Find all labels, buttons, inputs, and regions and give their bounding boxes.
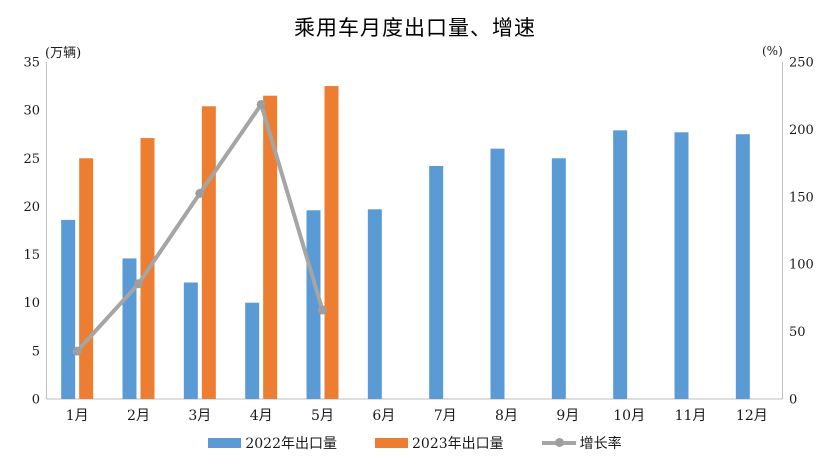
- legend-swatch-2022-icon: [208, 438, 242, 448]
- legend-label-2023: 2023年出口量: [412, 436, 504, 452]
- x-axis-category-label: 11月: [675, 408, 707, 424]
- left-axis-tick-label: 0: [32, 393, 40, 408]
- right-axis-tick-label: 100: [789, 258, 814, 273]
- bar-2022年出口量-4月: [245, 302, 260, 399]
- left-axis-tick-label: 10: [23, 296, 40, 311]
- x-axis-category-label: 1月: [66, 408, 89, 424]
- left-axis-tick-label: 5: [32, 344, 40, 359]
- right-axis-tick-label: 150: [789, 190, 814, 205]
- x-axis-category-label: 12月: [736, 408, 768, 424]
- bar-2022年出口量-3月: [183, 282, 198, 399]
- x-axis-category-label: 8月: [495, 408, 518, 424]
- legend-growth-line-marker: [554, 438, 564, 447]
- left-axis-tick-label: 25: [23, 152, 40, 167]
- right-axis-tick-label: 200: [789, 123, 814, 138]
- legend-swatch-growth-line-icon: [541, 438, 576, 448]
- growth-rate-marker: [72, 346, 82, 356]
- bar-2022年出口量-9月: [551, 158, 566, 399]
- legend: 2022年出口量 2023年出口量 增长率: [0, 433, 830, 453]
- x-axis-category-label: 6月: [372, 408, 395, 424]
- bar-2022年出口量-6月: [367, 209, 382, 399]
- growth-rate-marker: [256, 99, 266, 109]
- x-axis-category-label: 7月: [434, 408, 457, 424]
- bar-2022年出口量-2月: [122, 258, 137, 399]
- x-axis-category-label: 2月: [127, 408, 150, 424]
- x-axis-category-label: 4月: [250, 408, 273, 424]
- chart-title: 乘用车月度出口量、增速: [294, 16, 536, 40]
- x-axis-category-label: 10月: [613, 408, 645, 424]
- bar-2023年出口量-4月: [263, 95, 278, 399]
- left-axis-tick-label: 15: [23, 248, 40, 263]
- x-axis-category-label: 3月: [188, 408, 211, 424]
- right-axis-tick-label: 250: [789, 56, 814, 71]
- legend-item-2023: 2023年出口量: [375, 433, 504, 453]
- right-axis-unit-label: (%): [762, 44, 783, 58]
- bar-2023年出口量-3月: [201, 106, 216, 399]
- growth-rate-line: [75, 102, 325, 353]
- left-axis-tick-label: 20: [23, 200, 40, 215]
- bar-2022年出口量-1月: [61, 219, 76, 399]
- left-axis-unit-label: (万辆): [45, 46, 82, 61]
- legend-label-growth: 增长率: [579, 436, 622, 452]
- bar-2022年出口量-12月: [735, 134, 750, 399]
- growth-rate-marker: [134, 279, 143, 289]
- x-axis-category-label: 5月: [311, 408, 334, 424]
- legend-item-growth: 增长率: [541, 433, 622, 453]
- left-axis-tick-label: 35: [23, 56, 40, 71]
- bar-2022年出口量-5月: [306, 210, 321, 399]
- growth-rate-marker: [195, 188, 205, 198]
- x-axis-category-label: 9月: [556, 408, 579, 424]
- legend-swatch-2023-icon: [375, 438, 408, 448]
- bar-2023年出口量-5月: [324, 86, 339, 400]
- right-axis-tick-label: 0: [789, 393, 797, 408]
- right-axis-tick-label: 50: [789, 325, 806, 340]
- left-axis-tick-label: 30: [23, 104, 40, 119]
- bar-2022年出口量-11月: [674, 132, 689, 399]
- growth-rate-marker: [318, 305, 327, 315]
- bar-2023年出口量-1月: [79, 158, 94, 399]
- bar-2022年出口量-8月: [490, 148, 505, 399]
- legend-item-2022: 2022年出口量: [208, 433, 337, 453]
- legend-label-2022: 2022年出口量: [245, 436, 337, 452]
- bar-2022年出口量-10月: [613, 130, 628, 399]
- bar-2022年出口量-7月: [429, 165, 444, 399]
